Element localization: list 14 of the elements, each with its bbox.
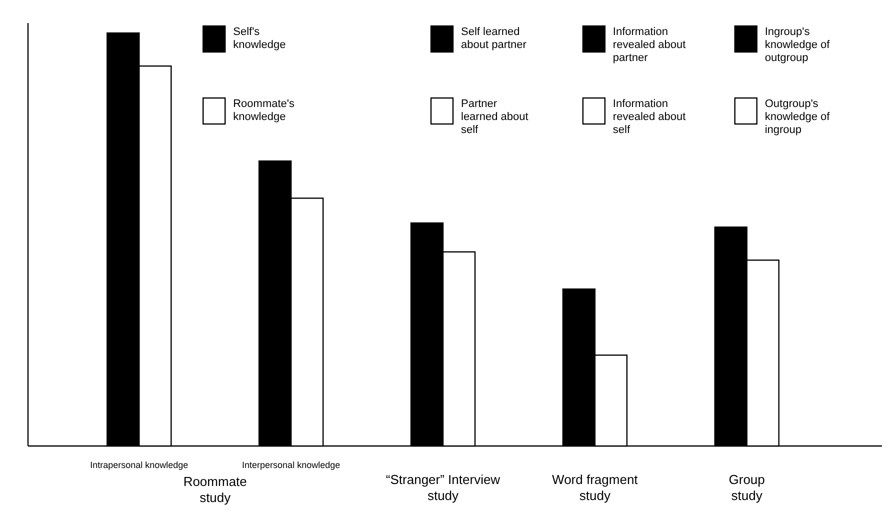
x-tick-label: Interpersonal knowledge — [242, 460, 340, 470]
legend-label: Ingroup's knowledge of outgroup — [764, 26, 831, 64]
legend-label: Outgroup's knowledge of ingroup — [764, 98, 831, 136]
text: Roommate study — [183, 474, 247, 505]
legend-label: Self learned about partner — [461, 26, 527, 51]
x-tick-label: “Stranger” Interview study — [386, 472, 501, 503]
x-tick-label: Word fragment study — [552, 472, 638, 503]
x-tick-label: Group study — [728, 472, 765, 503]
legend-label: Self's knowledge — [233, 26, 286, 51]
legend-label: Information revealed about partner — [612, 26, 686, 64]
legend-label: Partner learned about self — [461, 98, 528, 136]
legend-label: Roommate's knowledge — [233, 98, 296, 123]
x-tick-label: Intrapersonal knowledge — [90, 460, 188, 470]
legend-label: Information revealed about self — [612, 98, 686, 136]
